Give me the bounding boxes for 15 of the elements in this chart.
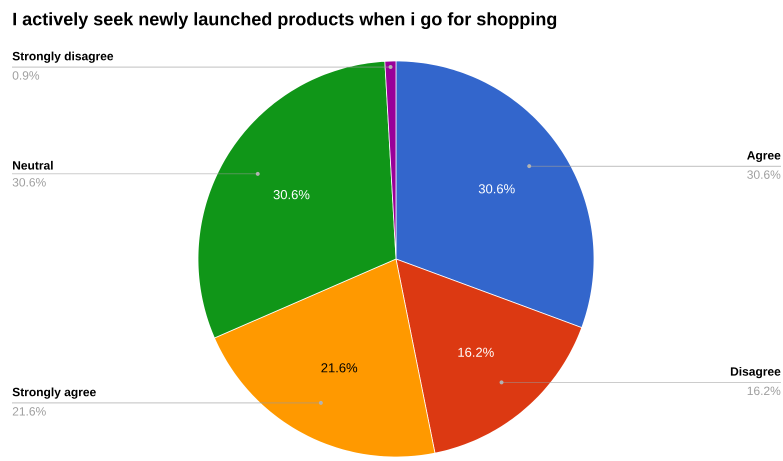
text: 30.6% [12,178,46,187]
slice-label: Strongly agree [12,388,96,399]
slice-label: Disagree [730,366,780,378]
data-label: 30.6% [478,184,515,194]
text: 16.2% [748,386,780,396]
data-label: 30.6% [274,190,310,200]
text: 30.6% [747,170,780,179]
slice-label: Strongly disagree [12,52,114,63]
slice-label: Neutral [13,160,53,170]
slice-label: Agree [747,151,780,162]
text: 21.6% [12,407,46,416]
chart-title: I actively seek newly launched products when i go for shopping [13,12,556,30]
data-label: 16.2% [458,348,494,357]
data-label: 21.6% [321,363,358,372]
data-label: 0.9% [12,71,40,80]
